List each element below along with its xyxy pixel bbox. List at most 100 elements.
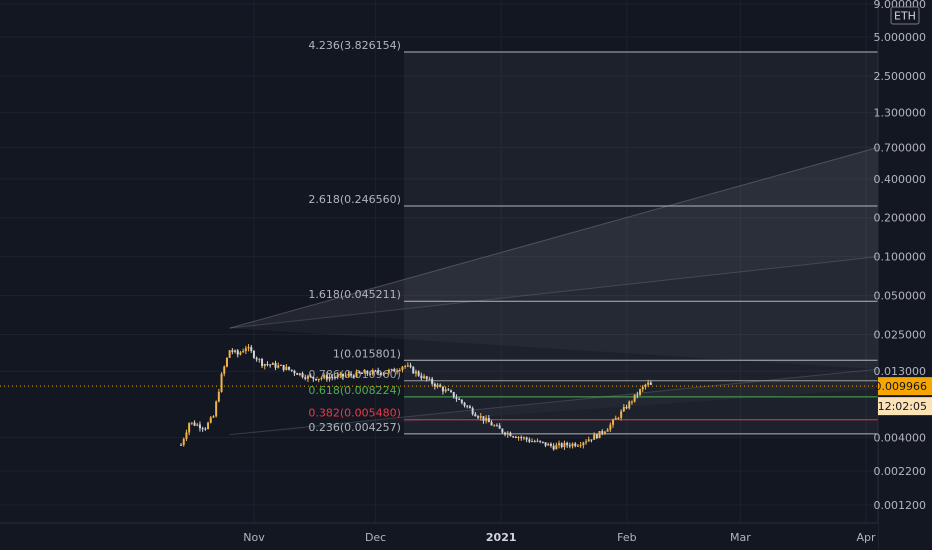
- currency-label: ETH: [894, 10, 916, 23]
- candle-body: [420, 375, 423, 379]
- time-axis[interactable]: Nov Dec 2021 Feb Mar Apr: [243, 531, 876, 544]
- candle-body: [360, 372, 363, 374]
- price-axis-background[interactable]: [878, 0, 932, 550]
- fib-level-label: 2.618(0.246560): [308, 193, 401, 206]
- candle-body: [466, 405, 469, 407]
- candle-body: [468, 406, 471, 409]
- candle-body: [558, 443, 561, 446]
- fib-level-label: 1.618(0.045211): [308, 288, 401, 301]
- candle-body: [228, 350, 231, 358]
- candle-body: [390, 369, 393, 371]
- candle-body: [630, 401, 633, 403]
- fib-zone: [403, 52, 878, 434]
- candle-body: [223, 366, 226, 374]
- candle-body: [250, 347, 253, 351]
- candles: [180, 344, 652, 451]
- price-tick-label: 2.500000: [874, 70, 927, 83]
- candle-body: [209, 417, 212, 423]
- time-tick-label: 2021: [486, 531, 517, 544]
- price-tick-label: 0.004000: [874, 431, 927, 444]
- candle-body: [474, 414, 477, 417]
- fib-shading: [403, 52, 878, 434]
- fan-line: [229, 146, 879, 329]
- price-tick-label: 1.300000: [874, 107, 927, 120]
- candle-body: [536, 440, 539, 442]
- candle-body: [606, 429, 609, 432]
- candle-body: [647, 382, 650, 385]
- candle-body: [285, 366, 288, 370]
- candle-body: [379, 372, 382, 375]
- candle-body: [185, 432, 188, 439]
- candle-body: [563, 442, 566, 448]
- candle-body: [417, 371, 420, 376]
- price-tags: 0.009966 12:02:05: [875, 377, 932, 416]
- price-tick-label: 0.050000: [874, 290, 927, 303]
- price-tick-label: 5.000000: [874, 31, 927, 44]
- candle-body: [220, 373, 223, 392]
- candle-body: [522, 437, 525, 439]
- candle-body: [490, 422, 493, 426]
- candle-body: [377, 370, 380, 373]
- price-tick-label: 0.002200: [874, 465, 927, 478]
- candle-body: [574, 443, 577, 447]
- candle-body: [528, 439, 531, 442]
- candle-body: [579, 445, 582, 447]
- candle-body: [347, 374, 350, 376]
- fib-level-label: 0.382(0.005480): [308, 407, 401, 420]
- price-tick-label: 0.025000: [874, 328, 927, 341]
- candle-body: [603, 431, 606, 434]
- candle-body: [625, 406, 628, 409]
- candle-body: [441, 387, 444, 392]
- candle-body: [452, 392, 455, 398]
- candle-body: [263, 364, 266, 366]
- candle-body: [601, 431, 604, 434]
- candle-body: [363, 370, 366, 374]
- fan-area-middle: [229, 256, 878, 370]
- candle-body: [628, 401, 631, 409]
- candle-body: [301, 373, 304, 378]
- candle-body: [455, 397, 458, 400]
- candle-body: [568, 445, 571, 447]
- candle-body: [266, 364, 269, 366]
- candle-body: [369, 373, 372, 375]
- candle-body: [633, 394, 636, 402]
- currency-badge[interactable]: ETH: [890, 6, 920, 25]
- countdown-value: 12:02:05: [878, 400, 927, 413]
- candle-body: [331, 377, 334, 379]
- time-tick-label: Apr: [856, 531, 876, 544]
- candle-body: [201, 428, 204, 430]
- price-axis[interactable]: 9.000000 5.000000 2.500000 1.300000 0.700000…: [874, 0, 927, 512]
- candle-body: [325, 375, 328, 380]
- candle-body: [479, 416, 482, 418]
- candle-body: [323, 375, 326, 378]
- candle-body: [355, 371, 358, 378]
- candle-body: [436, 384, 439, 387]
- candle-body: [487, 418, 490, 423]
- candle-body: [598, 431, 601, 439]
- candle-body: [614, 418, 617, 420]
- candle-body: [231, 350, 234, 352]
- candle-body: [182, 438, 185, 445]
- candle-body: [374, 370, 377, 372]
- candle-body: [204, 428, 207, 430]
- candle-body: [279, 364, 282, 366]
- candle-body: [639, 389, 642, 395]
- candle-body: [277, 365, 280, 368]
- candle-body: [477, 416, 480, 418]
- candle-body: [609, 424, 612, 430]
- candle-body: [315, 378, 318, 381]
- candle-body: [409, 365, 412, 367]
- candle-body: [274, 363, 277, 368]
- candle-body: [180, 444, 183, 446]
- candle-body: [547, 443, 550, 446]
- candle-body: [261, 359, 264, 366]
- candle-body: [531, 441, 534, 443]
- price-tick-label: 0.400000: [874, 173, 927, 186]
- candle-body: [525, 437, 528, 440]
- candle-body: [269, 364, 272, 366]
- time-tick-label: Nov: [243, 531, 265, 544]
- candle-body: [352, 375, 355, 378]
- candle-body: [595, 434, 598, 439]
- time-axis-background[interactable]: [0, 523, 878, 550]
